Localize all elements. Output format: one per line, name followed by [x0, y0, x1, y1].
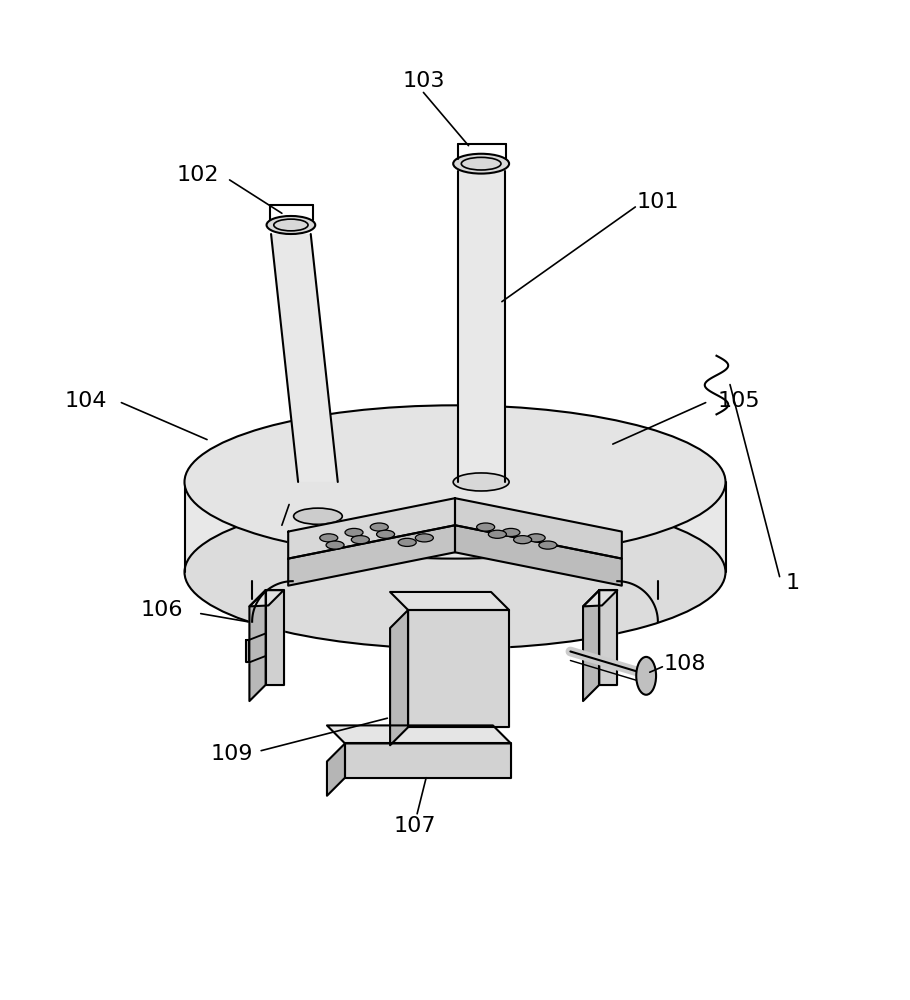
Ellipse shape [351, 536, 369, 544]
Polygon shape [600, 590, 617, 685]
Text: 109: 109 [210, 744, 253, 764]
Ellipse shape [370, 523, 389, 531]
Ellipse shape [185, 495, 725, 649]
Polygon shape [455, 498, 622, 559]
Ellipse shape [477, 523, 495, 531]
Ellipse shape [345, 528, 363, 537]
Polygon shape [185, 482, 725, 572]
Polygon shape [327, 743, 345, 796]
Polygon shape [458, 171, 504, 482]
Text: 101: 101 [637, 192, 679, 212]
Polygon shape [249, 590, 266, 701]
Text: 102: 102 [177, 165, 219, 185]
Ellipse shape [294, 508, 342, 524]
Polygon shape [288, 525, 455, 586]
Text: 103: 103 [402, 71, 445, 91]
Text: 107: 107 [393, 816, 436, 836]
Polygon shape [249, 590, 284, 606]
Polygon shape [345, 743, 511, 778]
Polygon shape [408, 610, 509, 727]
Text: 104: 104 [64, 391, 106, 411]
Polygon shape [327, 725, 511, 743]
Ellipse shape [539, 541, 557, 549]
Polygon shape [455, 525, 622, 586]
Ellipse shape [453, 154, 509, 174]
Ellipse shape [267, 216, 315, 234]
Ellipse shape [502, 528, 520, 537]
Ellipse shape [513, 536, 531, 544]
Ellipse shape [326, 541, 344, 549]
Polygon shape [246, 640, 249, 662]
Ellipse shape [399, 538, 416, 546]
Polygon shape [390, 592, 509, 610]
Ellipse shape [489, 530, 506, 538]
Polygon shape [583, 590, 600, 701]
Text: 1: 1 [786, 573, 800, 593]
Ellipse shape [636, 657, 656, 695]
Polygon shape [390, 610, 408, 745]
Polygon shape [288, 498, 455, 559]
Ellipse shape [319, 534, 338, 542]
Polygon shape [271, 234, 338, 482]
Ellipse shape [377, 530, 395, 538]
Polygon shape [266, 590, 284, 685]
Text: 105: 105 [718, 391, 761, 411]
Ellipse shape [453, 473, 509, 491]
Text: 108: 108 [663, 654, 706, 674]
Ellipse shape [415, 534, 433, 542]
Polygon shape [583, 590, 617, 606]
Ellipse shape [185, 405, 725, 559]
Text: 106: 106 [141, 600, 183, 620]
Ellipse shape [527, 534, 545, 542]
